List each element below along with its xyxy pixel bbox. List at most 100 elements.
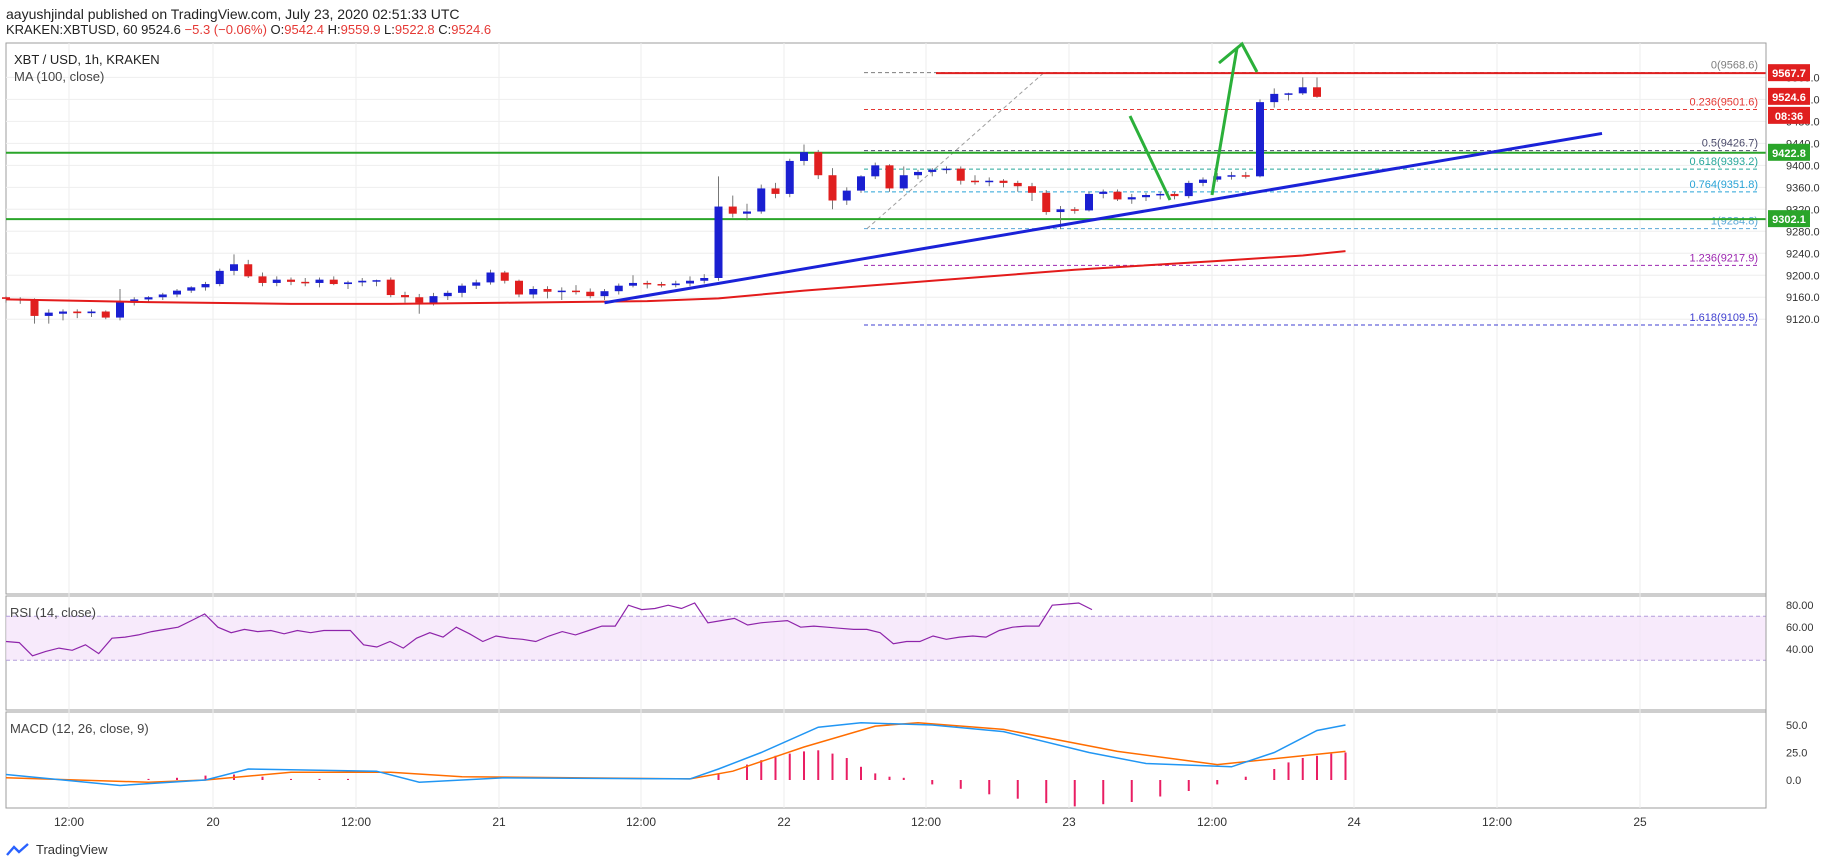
candle-body [372,280,381,282]
author-name[interactable]: aayushjindal [6,6,84,22]
candle-body [44,312,53,316]
candle-body [1127,197,1136,200]
candle-body [230,264,238,271]
candle-body [1056,209,1065,213]
price-axis-tick-label: 9160.0 [1786,292,1820,304]
candle-body [1156,193,1165,196]
time-axis-tick-label: 12:00 [341,815,371,829]
lower-support-price-tag-bg [1768,210,1810,228]
chart-header: aayushjindal published on TradingView.co… [6,6,1816,37]
tradingview-logo[interactable]: TradingView [6,842,108,857]
time-axis-tick-label: 12:00 [626,815,656,829]
candle-body [429,296,438,303]
rsi-axis-tick-label: 80.00 [1786,600,1814,612]
candle-body [728,206,737,214]
chart-legend-ma: MA (100, close) [14,69,104,84]
candle-body [714,206,723,279]
low-value: 9522.8 [394,22,435,37]
candle-body [1099,191,1108,194]
bar-countdown-tag-bg [1768,106,1810,124]
candle-body [415,297,424,303]
candle-body [914,171,922,176]
macd-legend: MACD (12, 26, close, 9) [10,721,149,736]
candle-body [301,281,310,284]
candle-body [1085,193,1093,211]
candle-body [386,279,395,296]
candle-body [244,264,253,277]
candle-body [1213,176,1222,180]
price-axis-tick-label: 9280.0 [1786,226,1820,238]
candle-body [985,180,994,183]
fibonacci-level-label: 0.764(9351.8) [1690,179,1759,191]
low-label: L: [384,22,395,37]
macd-signal-line [5,722,1346,783]
candle-body [443,292,452,297]
rsi-pane: 40.00 60.00 80.00 [5,600,1814,661]
open-value: 9542.4 [284,22,325,37]
candle-body [215,270,224,285]
candle-body [614,285,623,292]
symbol-label: KRAKEN:XBTUSD, 60 [6,22,138,37]
time-axis-tick-label: 12:00 [911,815,941,829]
candle-body [671,283,680,286]
candle-body [500,272,509,281]
open-label: O: [270,22,285,37]
price-axis-tick-label: 9400.0 [1786,160,1820,172]
candle-body [1170,193,1179,197]
fibonacci-level-label: 0.5(9426.7) [1702,138,1758,150]
chart-grid [5,42,1767,809]
fibonacci-level-label: 0.618(9393.2) [1690,156,1759,168]
candle-body [458,285,466,293]
candle-body [116,301,124,318]
candle-body [586,291,595,297]
candle-body [643,282,652,285]
candle-body [971,180,979,183]
bar-countdown-tag: 08:36 [1775,111,1803,123]
close-label: C: [438,22,452,37]
price-axis-tick-label: 9240.0 [1786,248,1820,260]
fibonacci-connector-line [866,72,1045,230]
pane-frame [5,711,1767,809]
candle-body [287,279,295,282]
candle-body [2,297,10,299]
candle-body [785,160,794,194]
resistance-price-tag-bg [1768,64,1810,82]
candle-body [928,169,937,172]
candle-body [101,311,110,318]
macd-axis-tick-label: 25.0 [1786,748,1807,760]
last-price-tag-bg [1768,87,1810,105]
candle-body [842,190,851,201]
high-label: H: [327,22,341,37]
macd-axis-tick-label: 0.0 [1786,775,1801,787]
candle-body [1042,192,1051,213]
candle-body [857,176,865,191]
close-value: 9524.6 [451,22,492,37]
time-axis-tick-label: 23 [1062,815,1076,829]
candle-body [743,211,751,214]
candle-body [899,175,908,189]
publish-line: aayushjindal published on TradingView.co… [6,6,460,22]
projection-up-arrow [1210,47,1239,196]
macd-pane: 0.0 25.0 50.0 [5,720,1807,807]
candle-body [1070,209,1079,211]
candle-body [757,188,766,212]
candle-body [30,299,39,316]
chart-legend-title: XBT / USD, 1h, KRAKEN [14,52,160,67]
candle-body [629,282,637,286]
time-axis-tick-label: 12:00 [1482,815,1512,829]
projection-arrow-head [1218,41,1259,73]
candle-body [1298,87,1307,94]
chart-axes: 12:00 20 12:00 21 12:00 22 12:00 23 12:00 24 12:00… [54,43,1820,829]
candle-body [814,152,823,176]
candle-body [999,180,1008,183]
candle-body [1256,102,1264,177]
candle-body [686,280,694,284]
candle-body [885,165,894,189]
candle-body [543,288,552,292]
candle-body [201,284,210,288]
publish-info: published on TradingView.com, July 23, 2… [87,6,460,22]
chart-overlays [5,41,1603,305]
candle-body [87,311,96,314]
price-labels: 9567.7 9524.6 08:36 9422.8 9302.1 [1768,64,1810,228]
